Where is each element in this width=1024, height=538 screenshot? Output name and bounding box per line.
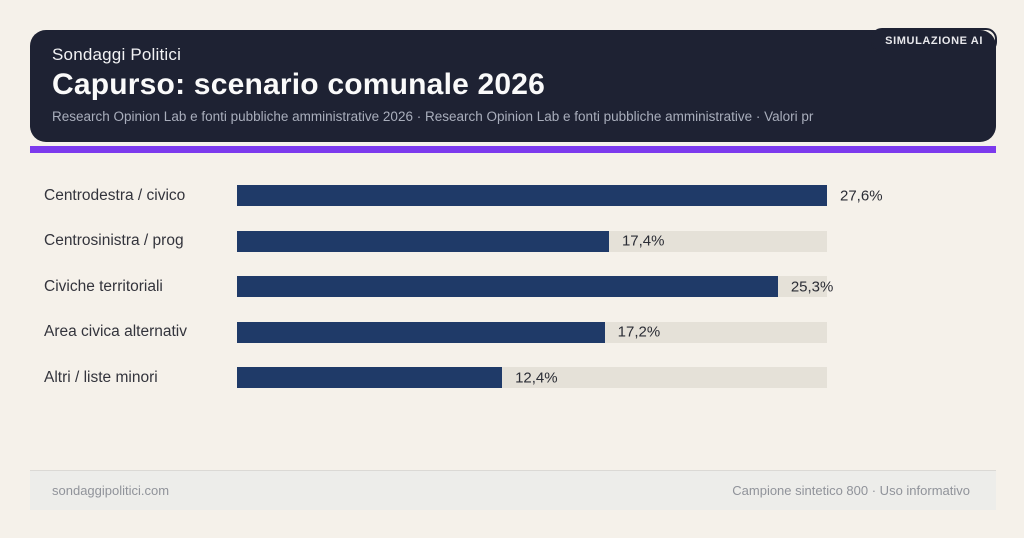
bar-row: Area civica alternativ 17,2%: [30, 321, 996, 343]
bar-track: 17,4%: [237, 230, 827, 252]
page-subtitle: Research Opinion Lab e fonti pubbliche a…: [52, 109, 814, 124]
bar-track: 12,4%: [237, 367, 827, 388]
bar-track: 17,2%: [237, 321, 827, 343]
header-card: Sondaggi Politici Capurso: scenario comu…: [30, 30, 996, 142]
bar-track: 25,3%: [237, 276, 833, 297]
accent-divider: [30, 146, 996, 153]
bar-fill: [237, 367, 503, 388]
bar-row: Centrosinistra / prog 17,4%: [30, 230, 996, 252]
bar-row: Altri / liste minori 12,4%: [30, 367, 996, 388]
bar-fill: [237, 321, 605, 343]
brand-kicker: Sondaggi Politici: [52, 45, 182, 64]
page-title: Capurso: scenario comunale 2026: [52, 68, 546, 101]
bar-label: Altri / liste minori: [44, 368, 158, 386]
bar-value: 25,3%: [790, 278, 834, 295]
bar-value: 17,4%: [621, 232, 665, 250]
bar-track: 27,6%: [237, 185, 883, 206]
footer-strip: sondaggipolitici.com Campione sintetico …: [30, 470, 996, 510]
bar-chart: Centrodestra / civico 27,6% Centrosinist…: [30, 185, 996, 413]
bar-label: Centrodestra / civico: [44, 186, 186, 204]
simulation-badge: SIMULAZIONE AI: [871, 28, 997, 53]
bar-value: 17,2%: [617, 323, 661, 341]
bar-label: Civiche territoriali: [44, 277, 163, 295]
bar-row: Centrodestra / civico 27,6%: [30, 185, 996, 206]
bar-fill: [237, 276, 778, 297]
bar-label: Centrosinistra / prog: [44, 232, 184, 249]
footer-source: sondaggipolitici.com: [52, 483, 170, 498]
bar-row: Civiche territoriali 25,3%: [30, 276, 996, 297]
simulation-badge-label: SIMULAZIONE AI: [885, 34, 983, 47]
footer-note: Campione sintetico 800 · Uso informativo: [732, 483, 970, 498]
bar-label: Area civica alternativ: [44, 323, 188, 340]
bar-value: 27,6%: [840, 187, 883, 204]
bar-value: 12,4%: [515, 369, 558, 386]
bar-fill: [237, 230, 609, 252]
bar-fill: [237, 185, 827, 206]
